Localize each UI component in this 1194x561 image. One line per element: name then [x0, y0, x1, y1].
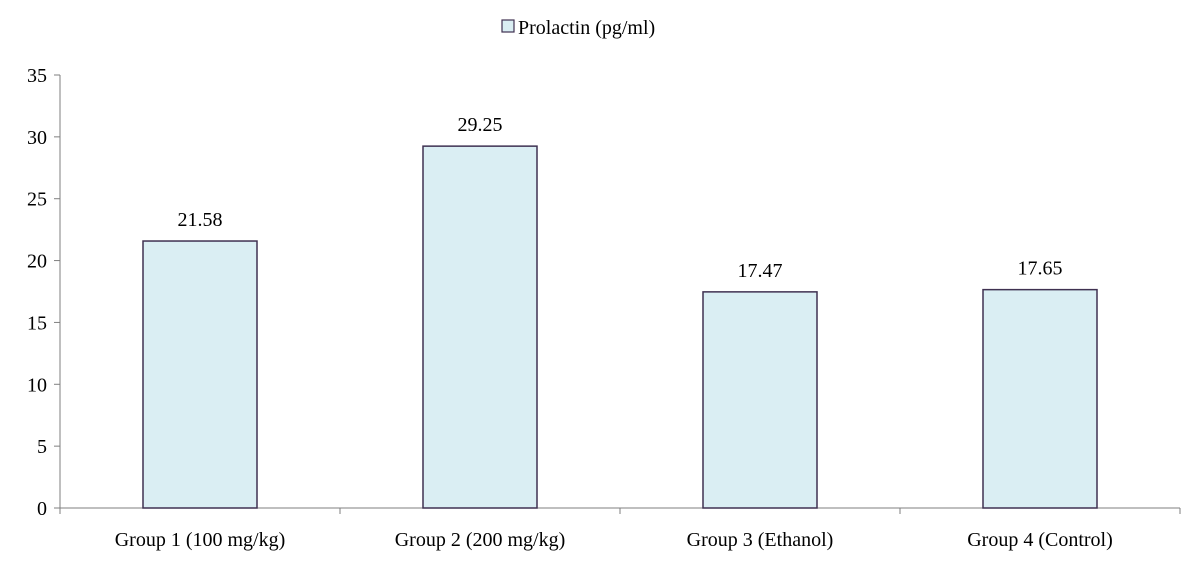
y-tick-label: 15 — [27, 312, 47, 334]
bar-value-label: 17.65 — [1018, 258, 1063, 280]
x-axis — [59, 507, 1181, 514]
category-label: Group 1 (100 mg/kg) — [115, 529, 286, 551]
legend: Prolactin (pg/ml) — [501, 17, 655, 39]
bar — [982, 288, 1098, 509]
legend-label: Prolactin (pg/ml) — [518, 17, 655, 39]
category-label: Group 3 (Ethanol) — [687, 529, 834, 551]
y-tick-label: 5 — [37, 436, 47, 458]
bar-value-label: 21.58 — [178, 209, 223, 231]
bar — [702, 291, 818, 509]
y-tick-label: 30 — [27, 127, 47, 149]
y-axis: 0 5 10 15 20 25 30 35 — [27, 65, 61, 520]
value-labels: 21.58 29.25 17.47 17.65 — [178, 114, 1063, 282]
bar-value-label: 17.47 — [738, 260, 783, 282]
category-labels: Group 1 (100 mg/kg) Group 2 (200 mg/kg) Gr… — [115, 529, 1113, 551]
bars — [142, 145, 1098, 509]
category-label: Group 4 (Control) — [967, 529, 1113, 551]
y-tick-label: 35 — [27, 65, 47, 87]
y-tick-label: 10 — [27, 374, 47, 396]
bar — [422, 145, 538, 509]
category-label: Group 2 (200 mg/kg) — [395, 529, 566, 551]
y-tick-label: 0 — [37, 498, 47, 520]
y-tick-label: 20 — [27, 251, 47, 273]
bar — [142, 240, 258, 509]
y-tick-label: 25 — [27, 189, 47, 211]
legend-swatch — [501, 19, 515, 33]
bar-value-label: 29.25 — [458, 114, 503, 136]
